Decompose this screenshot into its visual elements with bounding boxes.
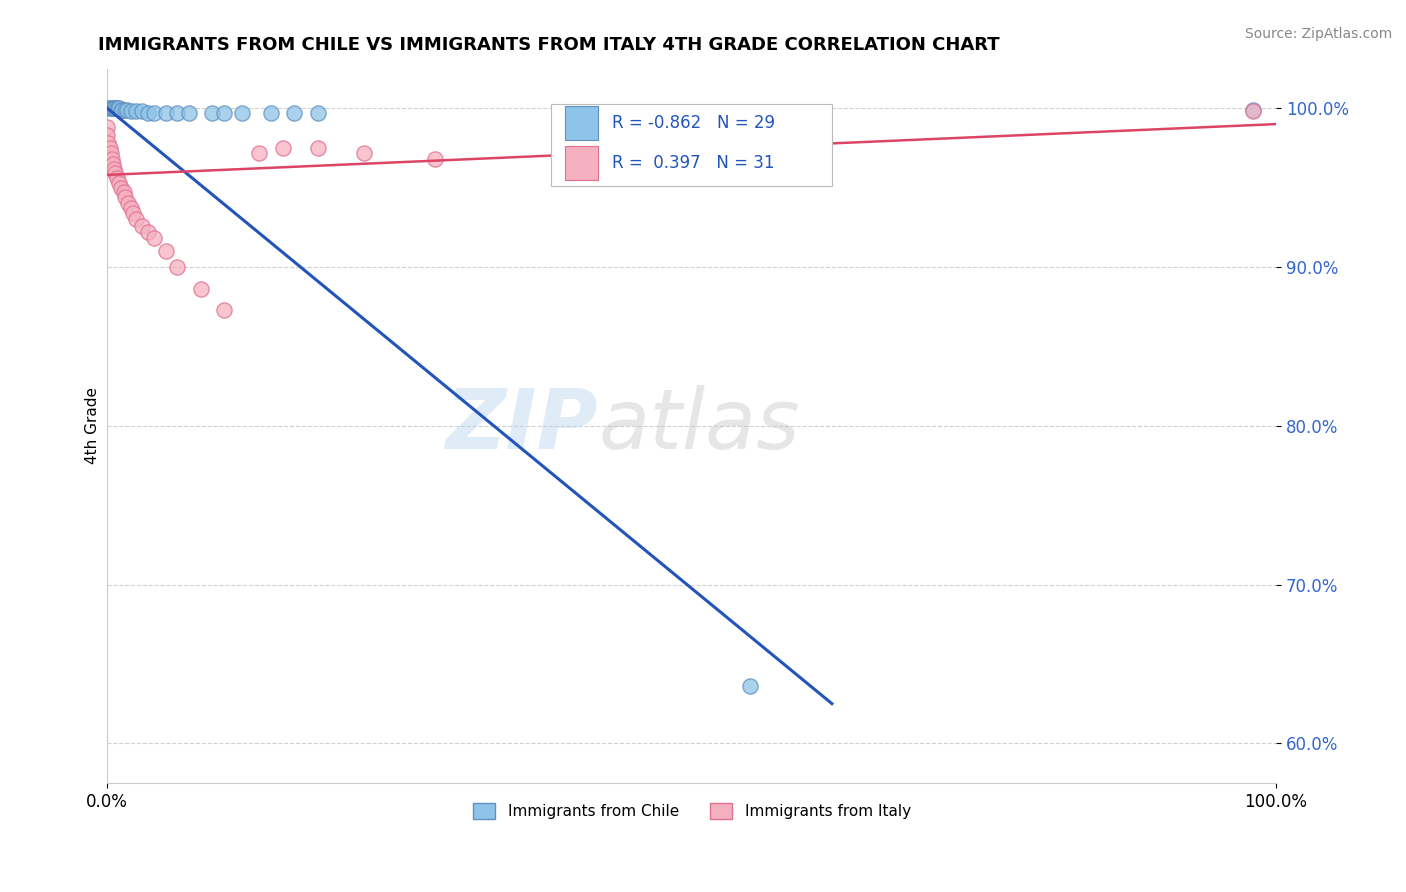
Point bbox=[115, 103, 138, 117]
Point bbox=[108, 101, 131, 115]
Point bbox=[110, 103, 132, 117]
Point bbox=[1241, 104, 1264, 119]
FancyBboxPatch shape bbox=[565, 106, 598, 140]
Point bbox=[190, 282, 212, 296]
Point bbox=[155, 244, 177, 259]
Point bbox=[101, 157, 124, 171]
Point bbox=[423, 152, 446, 166]
Point bbox=[111, 103, 134, 117]
Point bbox=[177, 106, 200, 120]
Text: IMMIGRANTS FROM CHILE VS IMMIGRANTS FROM ITALY 4TH GRADE CORRELATION CHART: IMMIGRANTS FROM CHILE VS IMMIGRANTS FROM… bbox=[98, 36, 1000, 54]
Text: ZIP: ZIP bbox=[446, 385, 598, 467]
Point bbox=[271, 141, 294, 155]
Point bbox=[131, 219, 153, 233]
Point bbox=[101, 152, 124, 166]
Point bbox=[212, 106, 235, 120]
Point bbox=[122, 206, 145, 220]
Point bbox=[131, 104, 153, 119]
Point bbox=[101, 101, 124, 115]
Point bbox=[120, 104, 142, 119]
Point bbox=[740, 679, 762, 693]
Point bbox=[96, 101, 118, 115]
Point bbox=[143, 106, 166, 120]
Point bbox=[114, 103, 136, 117]
Point bbox=[143, 231, 166, 245]
Point bbox=[105, 171, 128, 186]
Point bbox=[155, 106, 177, 120]
Text: R =  0.397   N = 31: R = 0.397 N = 31 bbox=[612, 154, 775, 172]
Point bbox=[120, 201, 142, 215]
Point bbox=[103, 101, 125, 115]
Point bbox=[247, 145, 270, 160]
Legend: Immigrants from Chile, Immigrants from Italy: Immigrants from Chile, Immigrants from I… bbox=[467, 797, 917, 825]
Point bbox=[114, 190, 136, 204]
Y-axis label: 4th Grade: 4th Grade bbox=[86, 387, 100, 464]
Text: R = -0.862   N = 29: R = -0.862 N = 29 bbox=[612, 114, 775, 132]
Point bbox=[260, 106, 283, 120]
Point bbox=[125, 212, 148, 227]
Point bbox=[212, 302, 235, 317]
Point bbox=[110, 180, 132, 194]
Point bbox=[136, 225, 159, 239]
Point bbox=[353, 145, 375, 160]
FancyBboxPatch shape bbox=[565, 145, 598, 180]
Point bbox=[98, 101, 121, 115]
Point bbox=[97, 136, 120, 150]
Point bbox=[104, 101, 127, 115]
Point bbox=[108, 176, 131, 190]
Point bbox=[100, 145, 122, 160]
Point bbox=[112, 186, 135, 200]
Point bbox=[283, 106, 305, 120]
Point bbox=[231, 106, 253, 120]
Point bbox=[98, 141, 121, 155]
Point bbox=[107, 101, 129, 115]
Point bbox=[117, 196, 139, 211]
Point bbox=[96, 120, 118, 135]
Point bbox=[166, 260, 188, 274]
Text: atlas: atlas bbox=[598, 385, 800, 467]
Point bbox=[166, 106, 188, 120]
Point bbox=[307, 141, 329, 155]
Point bbox=[1241, 103, 1264, 117]
FancyBboxPatch shape bbox=[551, 104, 832, 186]
Point bbox=[101, 101, 124, 115]
Point bbox=[307, 106, 329, 120]
Point bbox=[201, 106, 224, 120]
Text: Source: ZipAtlas.com: Source: ZipAtlas.com bbox=[1244, 27, 1392, 41]
Point bbox=[136, 106, 159, 120]
Point bbox=[104, 166, 127, 180]
Point bbox=[103, 161, 125, 176]
Point bbox=[125, 104, 148, 119]
Point bbox=[96, 128, 118, 143]
Point bbox=[105, 101, 128, 115]
